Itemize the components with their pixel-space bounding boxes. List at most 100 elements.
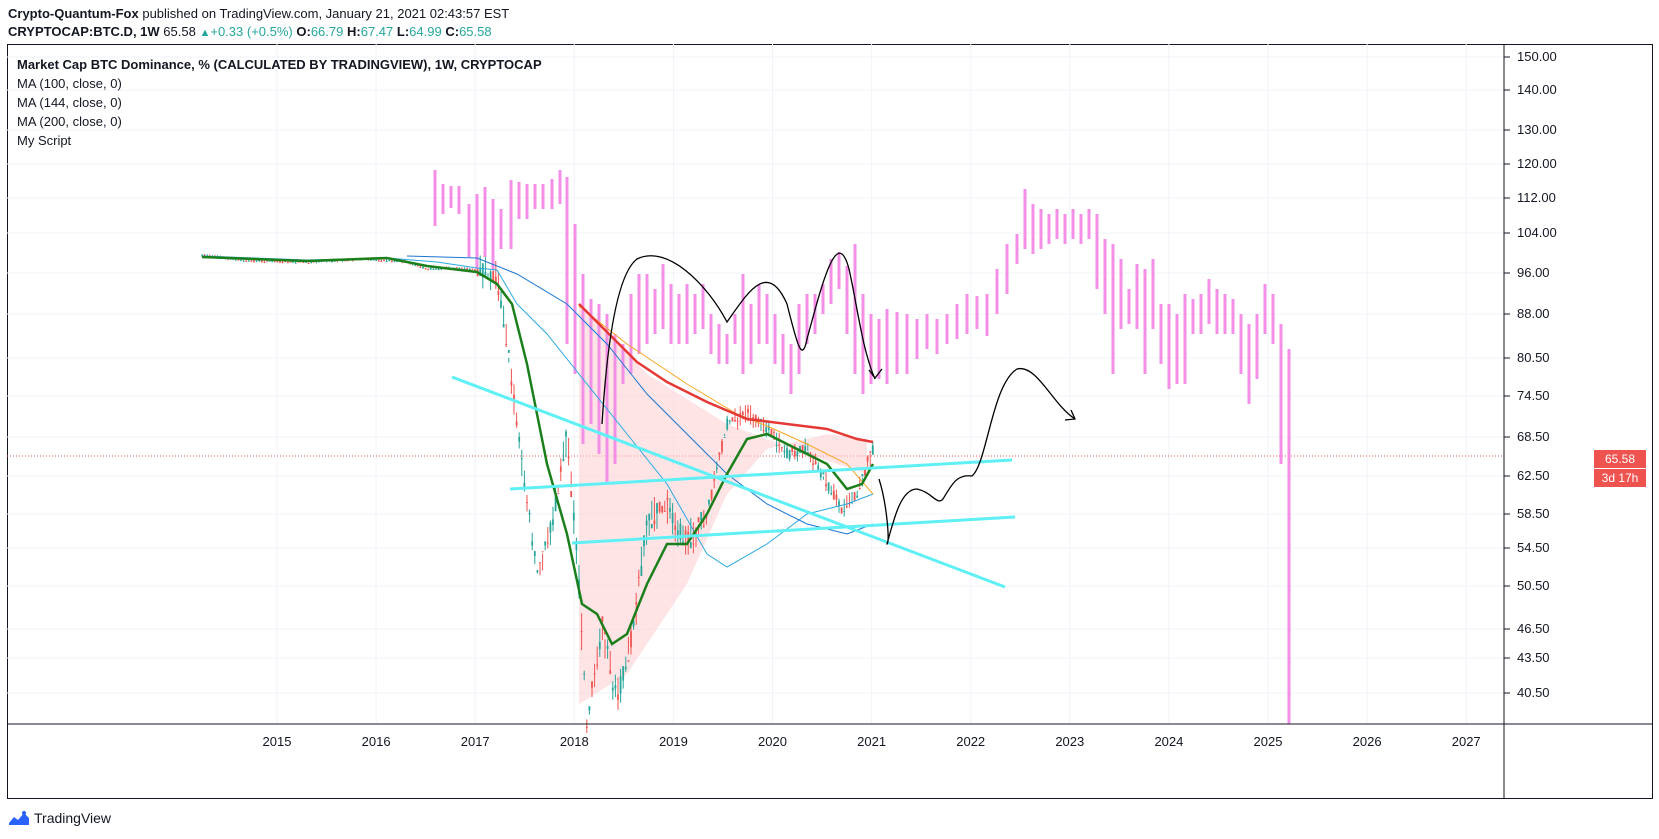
candle-body xyxy=(622,666,625,681)
ghost-bar xyxy=(1239,314,1243,374)
candle-body xyxy=(593,673,596,675)
candle-body xyxy=(858,487,861,490)
legend-item-ma100[interactable]: MA (100, close, 0) xyxy=(17,76,122,91)
time-tick-label: 2026 xyxy=(1353,734,1382,749)
ghost-bar xyxy=(693,294,697,334)
price-axis[interactable]: 40.50 43.50 46.50 50.50 54.50 58.50 62.50 68.50… xyxy=(1504,49,1557,700)
ghost-bar xyxy=(757,284,761,344)
ghost-bar xyxy=(1047,214,1051,244)
candle-body xyxy=(435,268,437,270)
candle-body xyxy=(554,494,557,512)
candle-body xyxy=(856,495,859,498)
ghost-bar xyxy=(821,284,825,314)
footer-brand[interactable]: TradingView xyxy=(8,810,111,826)
candle-body xyxy=(734,420,736,422)
ghost-bar xyxy=(1063,214,1067,244)
candle-body xyxy=(523,482,526,490)
close-value: 65.58 xyxy=(459,24,492,39)
candle-body xyxy=(544,541,547,546)
price-tick-label: 46.50 xyxy=(1517,621,1550,636)
candle-body xyxy=(630,631,632,648)
candle-body xyxy=(489,271,492,281)
candle-body xyxy=(250,260,253,262)
price-tick-label: 120.00 xyxy=(1517,156,1557,171)
ghost-bar xyxy=(935,319,939,354)
candle-body xyxy=(307,262,310,264)
ghost-bar xyxy=(1215,289,1219,334)
ghost-bar xyxy=(1079,214,1083,244)
candle-body xyxy=(650,524,653,529)
legend-item-ma200[interactable]: MA (200, close, 0) xyxy=(17,114,122,129)
trendlines xyxy=(451,375,1016,589)
candle-body xyxy=(474,269,476,271)
ma-slow-line xyxy=(201,255,874,568)
ghost-bar xyxy=(457,186,461,214)
candle-body xyxy=(284,261,287,263)
ghost-bar xyxy=(1111,244,1115,374)
ghost-bar xyxy=(533,184,537,209)
ghost-bar xyxy=(1127,289,1131,324)
candle-body xyxy=(380,260,383,262)
author-name[interactable]: Crypto-Quantum-Fox xyxy=(8,6,139,21)
candle-body xyxy=(245,260,248,262)
candle-body xyxy=(671,513,674,523)
ghost-bar xyxy=(1191,299,1195,334)
candle-body xyxy=(559,466,562,472)
candle-body xyxy=(263,262,266,264)
candle-body xyxy=(286,262,289,264)
ghost-bar xyxy=(925,314,929,349)
candle-body xyxy=(549,522,552,533)
ghost-bar xyxy=(573,224,577,374)
candle-body xyxy=(674,525,677,531)
candle-body xyxy=(702,525,705,527)
time-tick-label: 2025 xyxy=(1254,734,1283,749)
candle-body xyxy=(845,506,848,508)
candle-body xyxy=(302,261,305,263)
candle-body xyxy=(481,263,484,278)
candle-body xyxy=(804,446,807,455)
ghost-bar xyxy=(955,304,959,339)
candle-body xyxy=(383,259,385,262)
candle-body xyxy=(788,449,791,460)
candle-body xyxy=(507,349,510,353)
ghost-bar xyxy=(1287,349,1291,724)
ghost-bar xyxy=(829,259,833,304)
legend-item-main-series[interactable]: Market Cap BTC Dominance, % (CALCULATED … xyxy=(17,57,542,72)
ghost-bar xyxy=(905,314,909,374)
candle-body xyxy=(851,501,853,504)
legend-item-ma144[interactable]: MA (144, close, 0) xyxy=(17,95,122,110)
candle-body xyxy=(778,444,781,446)
candle-body xyxy=(773,431,775,433)
candle-body xyxy=(640,565,643,576)
time-axis[interactable]: 2015 2016 2017 2018 2019 2020 2021 2022 2023 2024… xyxy=(263,734,1481,749)
candle-body xyxy=(661,505,664,513)
candle-body xyxy=(692,543,695,545)
candle-body xyxy=(611,687,614,691)
candle-body xyxy=(333,260,336,262)
candle-body xyxy=(684,530,687,537)
candle-body xyxy=(721,440,723,452)
price-chart[interactable]: 40.50 43.50 46.50 50.50 54.50 58.50 62.50 68.50… xyxy=(7,44,1653,799)
candle-body xyxy=(484,271,487,276)
candle-body xyxy=(289,260,292,263)
candle-body xyxy=(728,420,731,422)
candle-body xyxy=(242,260,245,262)
legend-item-my-script[interactable]: My Script xyxy=(17,133,72,148)
ghost-bar xyxy=(1095,214,1099,289)
price-tick-label: 112.00 xyxy=(1517,190,1556,205)
candle-body xyxy=(502,324,505,328)
candle-body xyxy=(372,259,375,261)
ghost-bar xyxy=(797,304,801,374)
up-triangle-icon: ▲ xyxy=(199,27,211,39)
candle-body xyxy=(726,418,729,430)
ghost-bar xyxy=(765,294,769,344)
ghost-bar xyxy=(558,170,562,204)
candle-body xyxy=(617,694,619,700)
candle-body xyxy=(814,461,817,465)
candle-body xyxy=(843,511,846,513)
ghost-bar xyxy=(773,314,777,364)
candle-body xyxy=(632,620,635,627)
candle-body xyxy=(455,267,458,269)
candle-body xyxy=(793,450,796,457)
ghost-bar xyxy=(1087,209,1091,239)
